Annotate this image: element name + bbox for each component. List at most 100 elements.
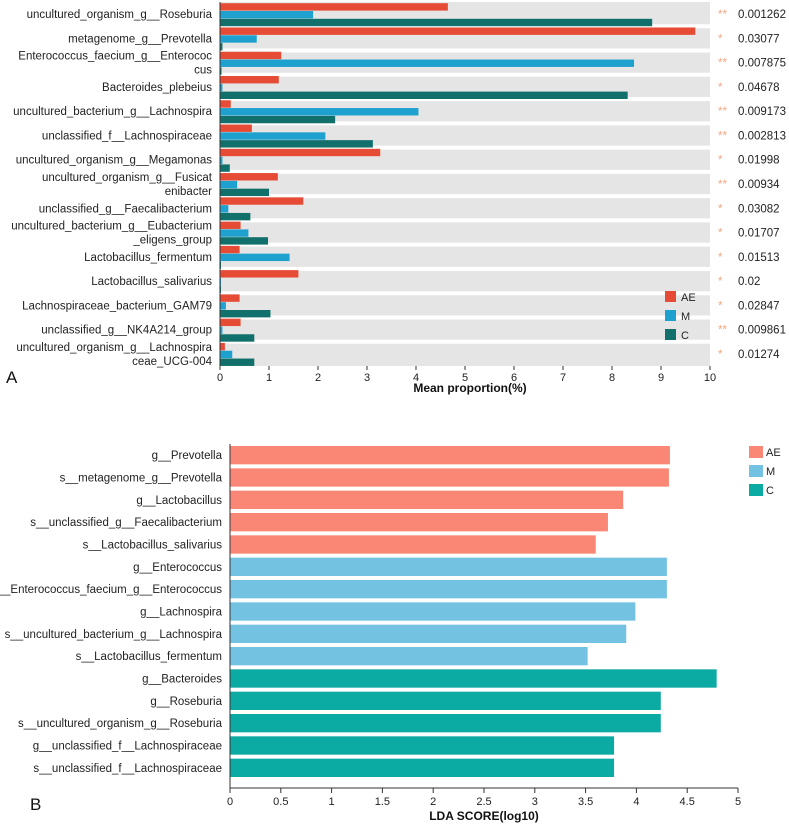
bar-a-c — [220, 237, 269, 245]
bar-a-m — [220, 253, 290, 262]
category-label: uncultured_organism_g__Lachnospira — [16, 342, 212, 354]
lda-bar-ae — [230, 535, 596, 554]
p-value: 0.02 — [738, 276, 760, 288]
bar-a-ae — [220, 318, 241, 327]
x-tick-label-b: 3.5 — [578, 796, 593, 808]
lda-bar-m — [230, 557, 667, 576]
lda-bar-c — [230, 669, 717, 688]
lda-category-label: g__Roseburia — [150, 696, 222, 708]
lda-category-label: g__Prevotella — [152, 450, 223, 462]
bar-a-m — [220, 83, 223, 92]
bar-a-m — [220, 156, 223, 164]
significance-star: * — [718, 276, 723, 288]
bar-a-ae — [220, 342, 225, 351]
legend-label-b-c: C — [766, 485, 774, 497]
p-value: 0.03077 — [738, 33, 780, 45]
bar-a-m — [220, 11, 314, 19]
lda-category-label: s__uncultured_bacterium_g__Lachnospira — [5, 629, 223, 641]
significance-star: * — [718, 82, 723, 94]
panel-a: uncultured_organism_g__Roseburia ** 0.0012… — [6, 2, 786, 395]
plot-a-background — [220, 2, 710, 366]
bar-a-m — [220, 108, 419, 116]
significance-star: ** — [718, 325, 727, 337]
p-value: 0.02847 — [738, 300, 780, 312]
lda-bar-m — [230, 647, 588, 666]
legend-label-a-c: C — [681, 330, 689, 342]
p-value: 0.007875 — [738, 58, 786, 70]
significance-star: * — [718, 155, 723, 167]
category-label: metagenome_g__Prevotella — [68, 33, 212, 45]
x-tick-label-a: 0 — [217, 372, 223, 384]
x-tick-label-b: 2.5 — [476, 796, 491, 808]
category-label: uncultured_organism_g__Megamonas — [16, 155, 213, 167]
bar-a-c — [220, 212, 251, 221]
x-tick-label-a: 2 — [315, 372, 321, 384]
p-value: 0.002813 — [738, 130, 786, 142]
lda-category-label: g__Lachnospira — [140, 607, 222, 619]
p-value: 0.00934 — [738, 179, 780, 191]
lda-category-label: s__Lactobacillus_salivarius — [83, 540, 223, 552]
bar-a-m — [220, 132, 326, 140]
bar-a-ae — [220, 197, 304, 205]
p-value: 0.04678 — [738, 82, 780, 94]
legend-swatch-b-c — [749, 484, 763, 496]
category-label: _eligens_group — [132, 235, 212, 247]
bar-a-c — [220, 334, 255, 342]
legend-swatch-a-ae — [665, 291, 676, 302]
bar-a-c — [220, 188, 269, 197]
legend-swatch-a-c — [665, 329, 676, 340]
bar-a-ae — [220, 245, 240, 254]
bar-a-c — [220, 310, 271, 318]
bar-a-ae — [220, 51, 282, 60]
bar-a-m — [220, 205, 229, 213]
legend-label-a-m: M — [681, 311, 690, 323]
significance-star: * — [718, 33, 723, 45]
lda-bar-m — [230, 624, 627, 643]
bar-a-ae — [220, 124, 252, 132]
lda-category-label: s__Enterococcus_faecium_g__Enterococcus — [0, 584, 222, 596]
lda-bar-c — [230, 691, 661, 710]
bar-a-c — [220, 67, 222, 75]
bar-a-m — [220, 326, 223, 334]
x-tick-label-b: 4.5 — [680, 796, 695, 808]
p-value: 0.009173 — [738, 106, 786, 118]
x-tick-label-b: 2 — [430, 796, 436, 808]
significance-star: * — [718, 349, 723, 361]
p-value: 0.01513 — [738, 252, 780, 264]
x-tick-label-b: 1.5 — [375, 796, 390, 808]
legend-label-a-ae: AE — [681, 292, 696, 304]
significance-star: ** — [718, 179, 727, 191]
lda-bar-ae — [230, 490, 624, 509]
lda-bar-m — [230, 580, 667, 599]
lda-bar-c — [230, 736, 615, 755]
lda-category-label: s__unclassified_f__Lachnospiraceae — [33, 763, 222, 775]
lda-bar-ae — [230, 446, 670, 465]
x-tick-label-a: 4 — [413, 372, 419, 384]
significance-star: ** — [718, 58, 727, 70]
lda-category-label: s__unclassified_g__Faecalibacterium — [30, 517, 222, 529]
category-label: uncultured_bacterium_g__Lachnospira — [13, 106, 212, 118]
bar-a-ae — [220, 100, 231, 108]
category-label: uncultured_organism_g__Fusicat — [42, 172, 213, 184]
x-tick-label-b: 0 — [227, 796, 233, 808]
bar-a-ae — [220, 3, 448, 11]
x-tick-label-b: 4 — [633, 796, 639, 808]
bar-a-m — [220, 35, 257, 43]
bar-a-m — [220, 302, 226, 310]
bar-a-ae — [220, 148, 381, 157]
bar-a-c — [220, 140, 373, 148]
bar-a-ae — [220, 270, 299, 278]
bar-a-ae — [220, 173, 278, 181]
legend-swatch-b-m — [749, 465, 763, 477]
category-label: enibacter — [165, 186, 212, 198]
category-label: Lactobacillus_fermentum — [84, 252, 212, 264]
x-tick-label-b: 3 — [532, 796, 538, 808]
bar-a-ae — [220, 76, 279, 84]
lda-bar-m — [230, 602, 636, 621]
panel-b: g__Prevotella s__metagenome_g__Prevotella… — [0, 444, 781, 823]
panel-label-b: B — [30, 795, 41, 814]
category-label: Bacteroides_plebeius — [102, 82, 212, 94]
legend-swatch-b-ae — [749, 446, 763, 458]
category-label: cus — [194, 65, 212, 77]
p-value: 0.009861 — [738, 325, 786, 337]
